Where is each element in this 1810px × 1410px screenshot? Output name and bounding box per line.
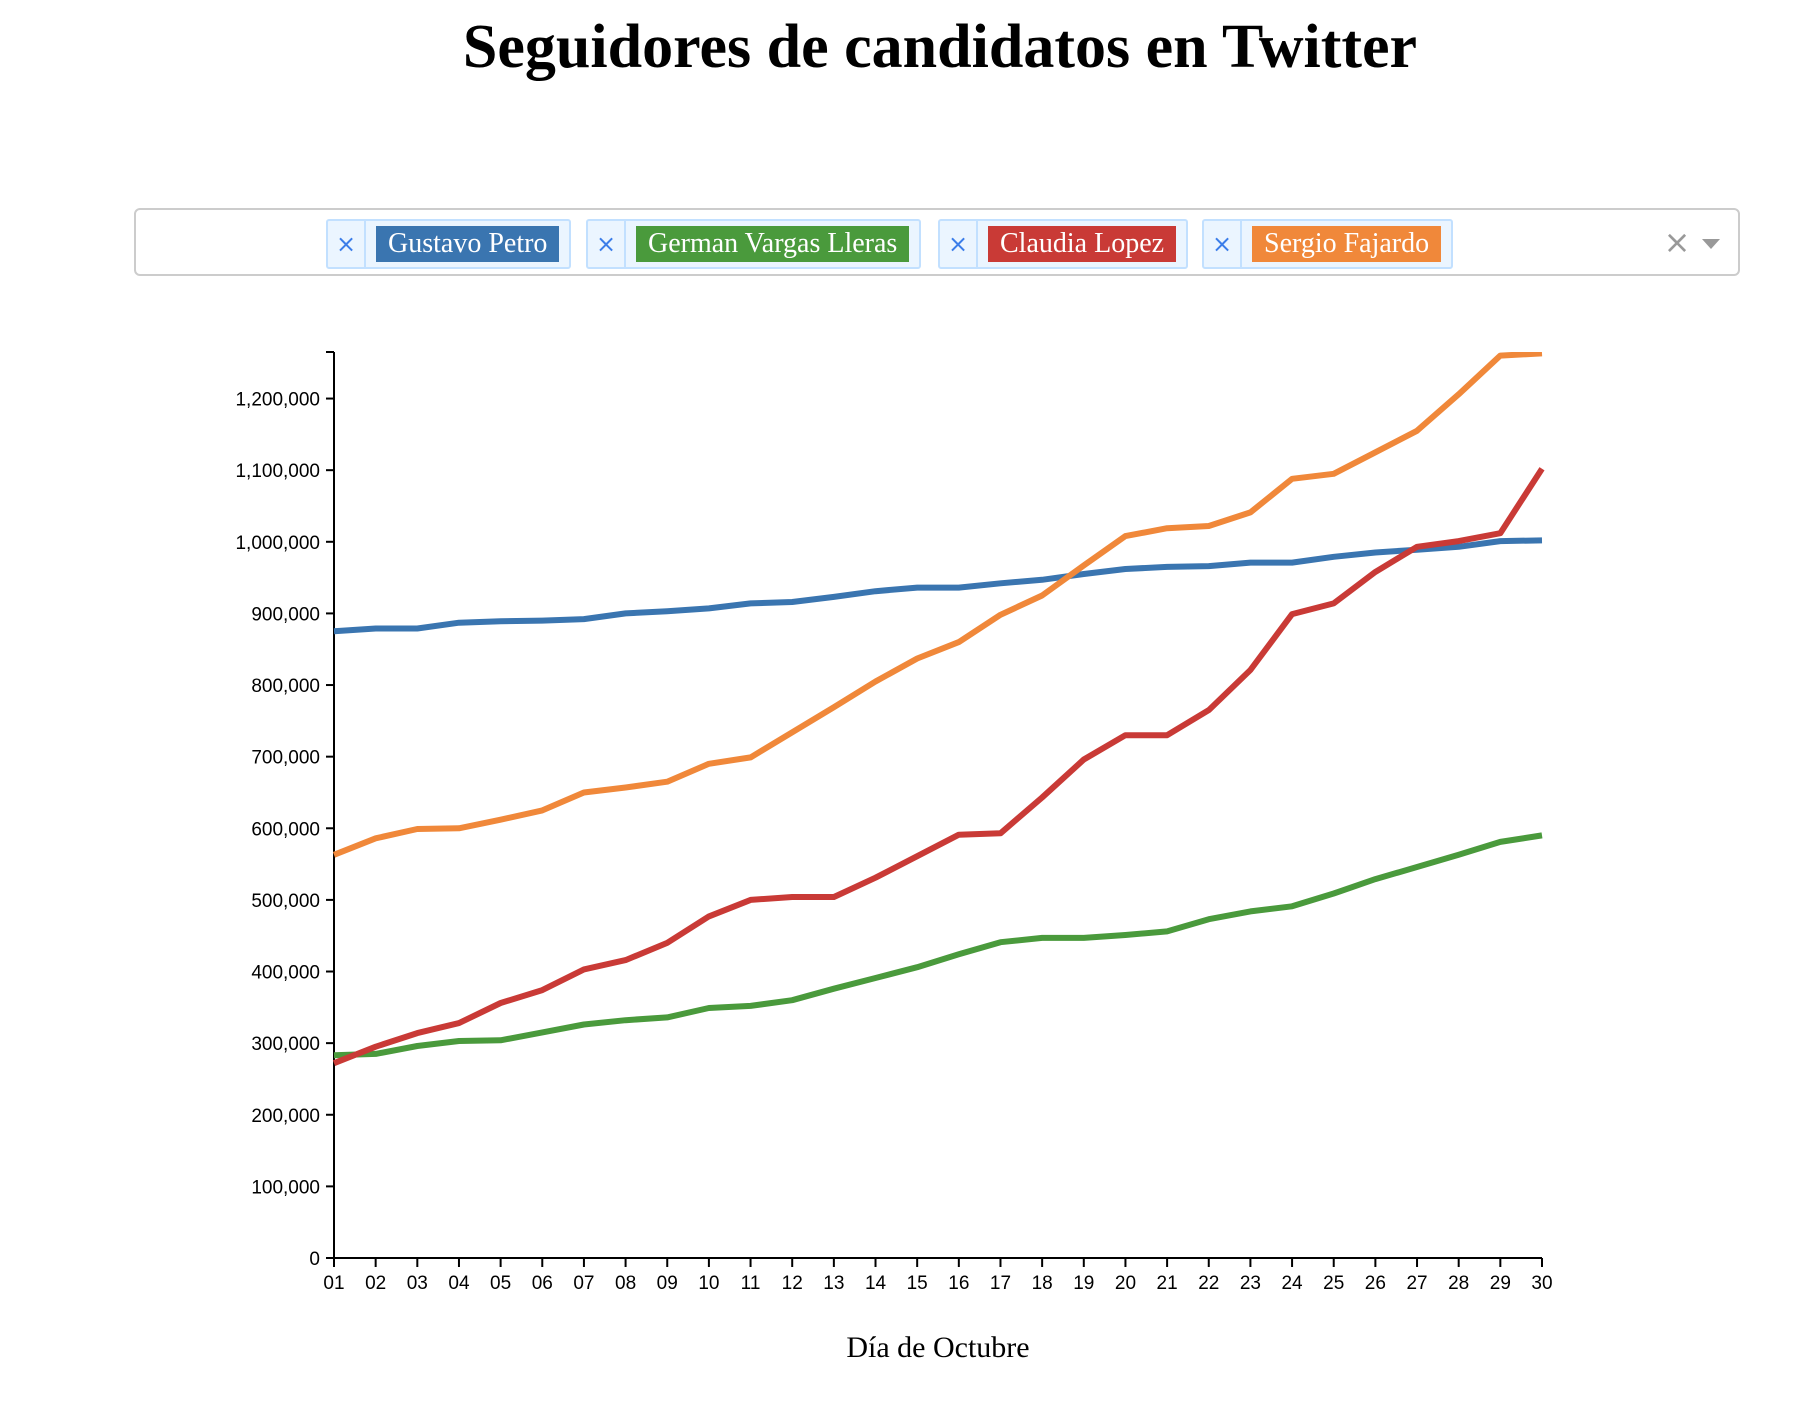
x-tick-label: 21 (1157, 1273, 1178, 1294)
x-tick-label: 29 (1490, 1273, 1511, 1294)
x-tick-label: 25 (1323, 1273, 1344, 1294)
x-tick-label: 20 (1115, 1273, 1136, 1294)
x-tick-label: 17 (990, 1273, 1011, 1294)
x-tick-label: 02 (365, 1273, 386, 1294)
x-tick-label: 26 (1365, 1273, 1386, 1294)
remove-sergio-fajardo-icon[interactable]: × (1204, 221, 1242, 267)
x-axis-title: Día de Octubre (846, 1331, 1029, 1364)
x-tick-label: 27 (1406, 1273, 1427, 1294)
y-tick-label: 400,000 (251, 963, 320, 984)
x-tick-label: 23 (1240, 1273, 1261, 1294)
y-tick-label: 100,000 (251, 1177, 320, 1198)
tag-claudia-lopez: × Claudia Lopez (938, 219, 1189, 269)
x-tick-label: 28 (1448, 1273, 1469, 1294)
clear-all-icon[interactable]: × (1663, 223, 1691, 261)
x-tick-label: 12 (782, 1273, 803, 1294)
x-tick-label: 05 (490, 1273, 511, 1294)
x-tick-label: 07 (573, 1273, 594, 1294)
y-tick-label: 200,000 (251, 1106, 320, 1127)
tag-german-vargas-lleras: × German Vargas Lleras (586, 219, 922, 269)
x-tick-label: 06 (532, 1273, 553, 1294)
y-tick-label: 0 (309, 1249, 320, 1270)
y-tick-label: 700,000 (251, 748, 320, 769)
y-tick-label: 800,000 (251, 676, 320, 697)
y-tick-label: 1,000,000 (235, 533, 320, 554)
remove-german-vargas-lleras-icon[interactable]: × (588, 221, 626, 267)
x-tick-label: 15 (907, 1273, 928, 1294)
tag-label: German Vargas Lleras (636, 226, 910, 262)
x-tick-label: 19 (1073, 1273, 1094, 1294)
x-tick-label: 16 (948, 1273, 969, 1294)
series-line-gustavo-petro (333, 537, 1543, 635)
chart-title: Seguidores de candidatos en Twitter (462, 13, 1418, 81)
x-tick-label: 01 (323, 1273, 344, 1294)
tag-label: Sergio Fajardo (1252, 226, 1442, 262)
y-tick-label: 900,000 (251, 604, 320, 625)
tag-sergio-fajardo: × Sergio Fajardo (1202, 219, 1454, 269)
x-tick-label: 14 (865, 1273, 887, 1294)
y-tick-label: 1,100,000 (235, 461, 320, 482)
remove-gustavo-petro-icon[interactable]: × (328, 221, 366, 267)
x-tick-label: 04 (448, 1273, 470, 1294)
y-tick-label: 500,000 (251, 891, 320, 912)
y-tick-label: 1,200,000 (235, 390, 320, 411)
x-tick-label: 22 (1198, 1273, 1219, 1294)
series-line-sergio-fajardo (332, 352, 1543, 858)
x-tick-label: 03 (407, 1273, 428, 1294)
tag-label: Gustavo Petro (376, 226, 560, 262)
x-tick-label: 09 (657, 1273, 678, 1294)
series-line-claudia-lopez (332, 467, 1545, 1066)
candidate-multi-select[interactable]: × Gustavo Petro × German Vargas Lleras ×… (134, 208, 1740, 276)
y-tick-label: 300,000 (251, 1034, 320, 1055)
x-tick-label: 30 (1531, 1273, 1552, 1294)
x-tick-label: 08 (615, 1273, 636, 1294)
series-line-german-vargas-lleras (333, 832, 1543, 1059)
x-tick-label: 18 (1032, 1273, 1053, 1294)
y-tick-label: 600,000 (251, 819, 320, 840)
dropdown-arrow-icon[interactable] (1702, 239, 1720, 249)
x-tick-label: 24 (1281, 1273, 1303, 1294)
x-tick-label: 13 (823, 1273, 844, 1294)
x-tick-label: 11 (741, 1273, 761, 1294)
x-tick-label: 10 (698, 1273, 719, 1294)
tag-gustavo-petro: × Gustavo Petro (326, 219, 572, 269)
remove-claudia-lopez-icon[interactable]: × (940, 221, 978, 267)
tag-label: Claudia Lopez (988, 226, 1177, 262)
